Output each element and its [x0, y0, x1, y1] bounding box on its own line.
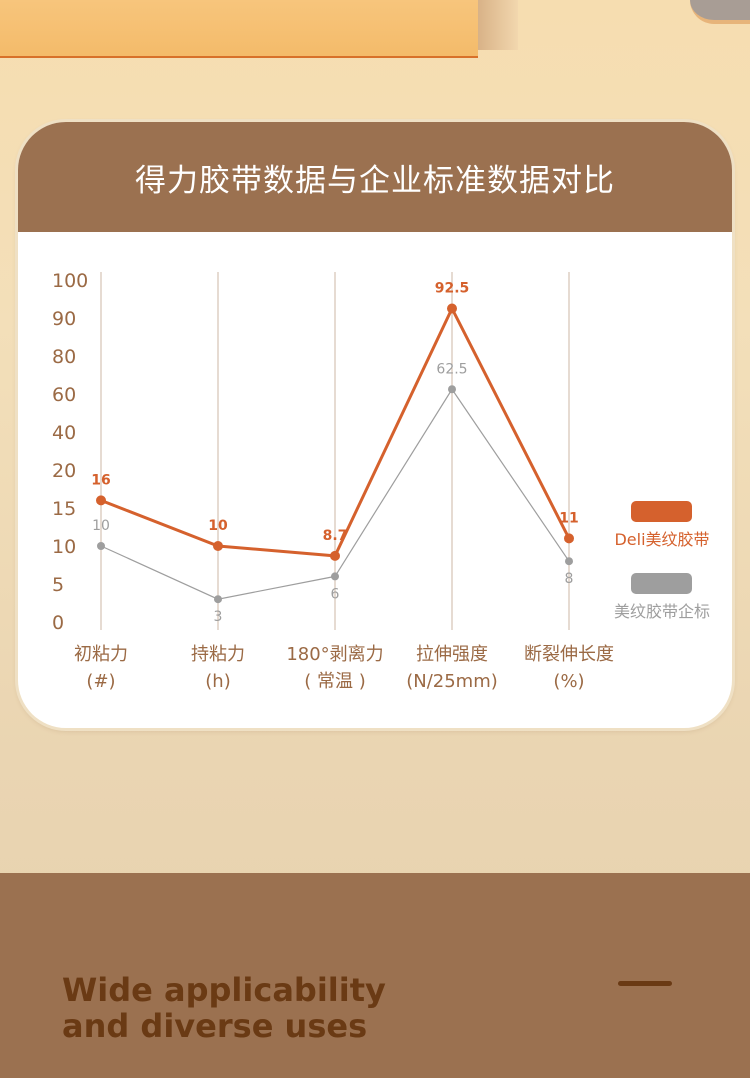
- y-tick-label: 100: [52, 270, 88, 292]
- x-tick-label-unit: (h): [205, 671, 230, 692]
- y-tick-label: 10: [52, 536, 76, 558]
- y-tick-label: 40: [52, 422, 76, 444]
- data-label: 16: [91, 472, 110, 488]
- y-tick-label: 15: [52, 498, 76, 520]
- data-label: 62.5: [436, 361, 467, 377]
- data-point: [448, 385, 456, 394]
- decor-dash: [618, 981, 672, 986]
- x-tick-label: 180°剥离力: [286, 644, 383, 665]
- data-point: [330, 550, 340, 561]
- comparison-card: 得力胶带数据与企业标准数据对比: [18, 122, 732, 728]
- data-point: [97, 542, 105, 550]
- slogan: Wide applicability and diverse uses: [62, 972, 386, 1044]
- decor-box: [0, 0, 478, 58]
- x-tick-label-unit: (N/25mm): [406, 671, 498, 692]
- data-point: [96, 495, 106, 506]
- decor-tape-roll: [690, 0, 750, 24]
- slogan-line-1: Wide applicability: [62, 971, 386, 1009]
- x-tick-label-unit: (#): [86, 671, 115, 692]
- y-tick-label: 20: [52, 460, 76, 482]
- card-title: 得力胶带数据与企业标准数据对比: [18, 122, 732, 232]
- data-label: 10: [92, 518, 110, 534]
- slogan-line-2: and diverse uses: [62, 1007, 368, 1045]
- bottom-section: [0, 873, 750, 1078]
- y-tick-label: 80: [52, 346, 76, 368]
- data-label: 10: [208, 518, 228, 534]
- y-tick-label: 0: [52, 612, 64, 634]
- x-tick-label: 持粘力: [191, 644, 245, 665]
- legend-swatch: [631, 573, 692, 594]
- legend-swatch: [631, 501, 692, 522]
- legend-label: 美纹胶带企标: [614, 602, 710, 621]
- data-point: [564, 533, 574, 544]
- decor-box-side: [478, 0, 518, 50]
- data-label: 8.7: [323, 528, 348, 544]
- data-label: 11: [559, 510, 578, 526]
- data-point: [214, 595, 222, 604]
- x-tick-label-unit: (%): [553, 671, 584, 692]
- legend-label: Deli美纹胶带: [614, 530, 709, 549]
- data-label: 6: [331, 586, 340, 602]
- y-tick-label: 5: [52, 574, 64, 596]
- data-point: [447, 303, 457, 314]
- data-point: [565, 557, 573, 566]
- data-label: 8: [565, 571, 574, 587]
- y-tick-label: 60: [52, 384, 76, 406]
- x-tick-label: 断裂伸长度: [524, 644, 614, 665]
- x-tick-label: 拉伸强度: [416, 644, 488, 665]
- x-tick-label: 初粘力: [74, 644, 128, 665]
- data-point: [331, 572, 339, 581]
- x-tick-label-unit: ( 常温 ): [304, 671, 366, 692]
- line-chart: 0 5 10 15 20 40 60 80 90 100 初粘力 (#) 持粘力 (h) 180°剥离力 ( …: [52, 270, 710, 692]
- data-label: 92.5: [435, 281, 470, 297]
- data-point: [213, 541, 223, 551]
- y-tick-label: 90: [52, 308, 76, 330]
- data-label: 3: [214, 609, 223, 625]
